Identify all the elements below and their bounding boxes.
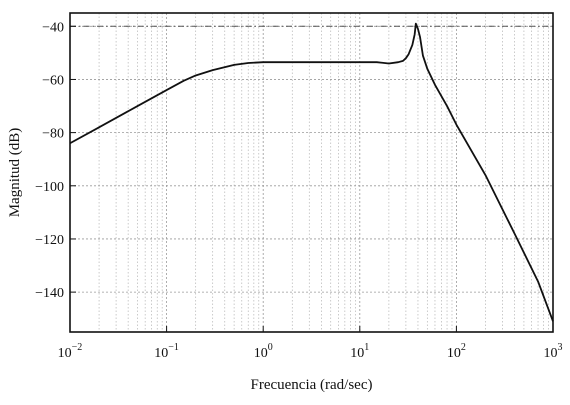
x-tick-label: 10−2 bbox=[58, 342, 83, 361]
magnitude-curve bbox=[69, 22, 554, 322]
y-tick-label: −40 bbox=[42, 20, 64, 35]
y-tick-label: −120 bbox=[35, 233, 64, 248]
grid-lines bbox=[69, 13, 554, 332]
y-tick-label: −60 bbox=[42, 73, 64, 88]
x-tick-label: 10−1 bbox=[154, 342, 179, 361]
x-tick-label: 103 bbox=[544, 342, 563, 361]
x-tick-label: 101 bbox=[350, 342, 369, 361]
y-tick-label: −80 bbox=[42, 127, 64, 142]
series-group bbox=[69, 22, 554, 322]
y-axis-label: Magnitud (dB) bbox=[7, 128, 23, 218]
x-axis-label: Frecuencia (rad/sec) bbox=[250, 377, 372, 393]
plot-frame bbox=[69, 12, 554, 333]
y-tick-label: −100 bbox=[35, 180, 64, 195]
x-tick-label: 102 bbox=[447, 342, 466, 361]
x-axis-ticks: 10−2 10−1 100 101 102 103 bbox=[58, 326, 563, 361]
x-tick-label: 100 bbox=[254, 342, 273, 361]
y-axis-ticks: −40 −60 −80 −100 −120 −140 bbox=[35, 20, 76, 301]
y-tick-label: −140 bbox=[35, 286, 64, 301]
